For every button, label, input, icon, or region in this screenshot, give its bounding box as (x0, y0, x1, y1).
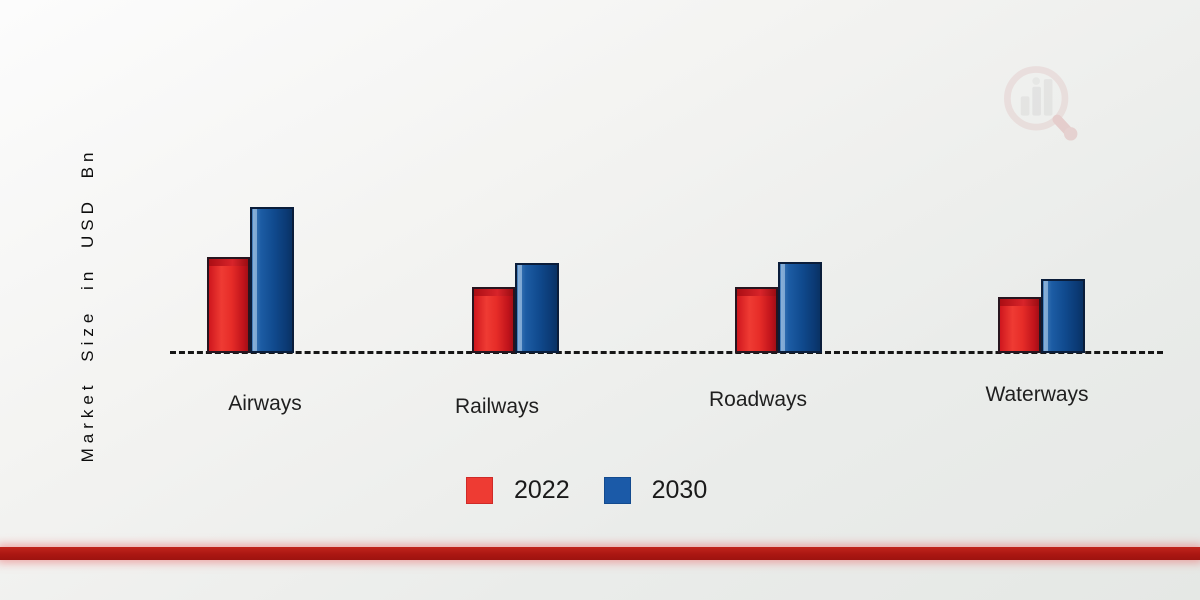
bar-2022-waterways (998, 297, 1041, 353)
legend-swatch-2030 (603, 477, 631, 504)
bar-2030-railways (515, 263, 559, 353)
bar-2030-airways (250, 207, 294, 353)
legend: 2022 2030 (466, 476, 707, 505)
legend-label-2022: 2022 (514, 476, 570, 504)
x-axis-baseline (170, 351, 1163, 354)
bar-2022-railways (472, 287, 515, 353)
bar-2022-roadways (735, 287, 778, 353)
bar-2022-airways (207, 257, 250, 353)
category-label-railways: Railways (454, 395, 540, 418)
category-label-airways: Airways (228, 392, 302, 415)
category-label-waterways: Waterways (985, 383, 1089, 406)
bar-2030-waterways (1041, 279, 1085, 353)
bottom-accent-bar (0, 547, 1200, 560)
magnifier-bar-chart-logo-icon (992, 58, 1088, 154)
category-label-roadways: Roadways (708, 388, 808, 411)
bar-2030-roadways (778, 262, 822, 353)
legend-label-2030: 2030 (651, 476, 708, 504)
legend-swatch-2022 (466, 477, 493, 504)
